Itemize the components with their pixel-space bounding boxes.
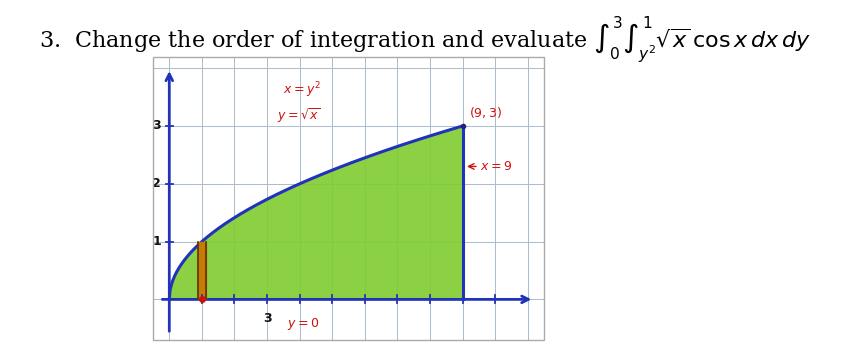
Text: $y=0$: $y=0$ <box>286 316 319 332</box>
Text: 1: 1 <box>152 235 162 248</box>
Text: 3: 3 <box>152 120 162 132</box>
Text: $(9,3)$: $(9,3)$ <box>469 105 502 120</box>
Text: 2: 2 <box>152 177 162 190</box>
Text: 3: 3 <box>263 312 271 325</box>
Text: 3.  Change the order of integration and evaluate $\int_0^3 \int_{y^2}^{1} \sqrt{: 3. Change the order of integration and e… <box>39 14 811 65</box>
Text: $x=9$: $x=9$ <box>480 160 513 173</box>
Text: $x=y^2$: $x=y^2$ <box>283 80 321 100</box>
Text: $y=\sqrt{x}$: $y=\sqrt{x}$ <box>277 107 320 125</box>
